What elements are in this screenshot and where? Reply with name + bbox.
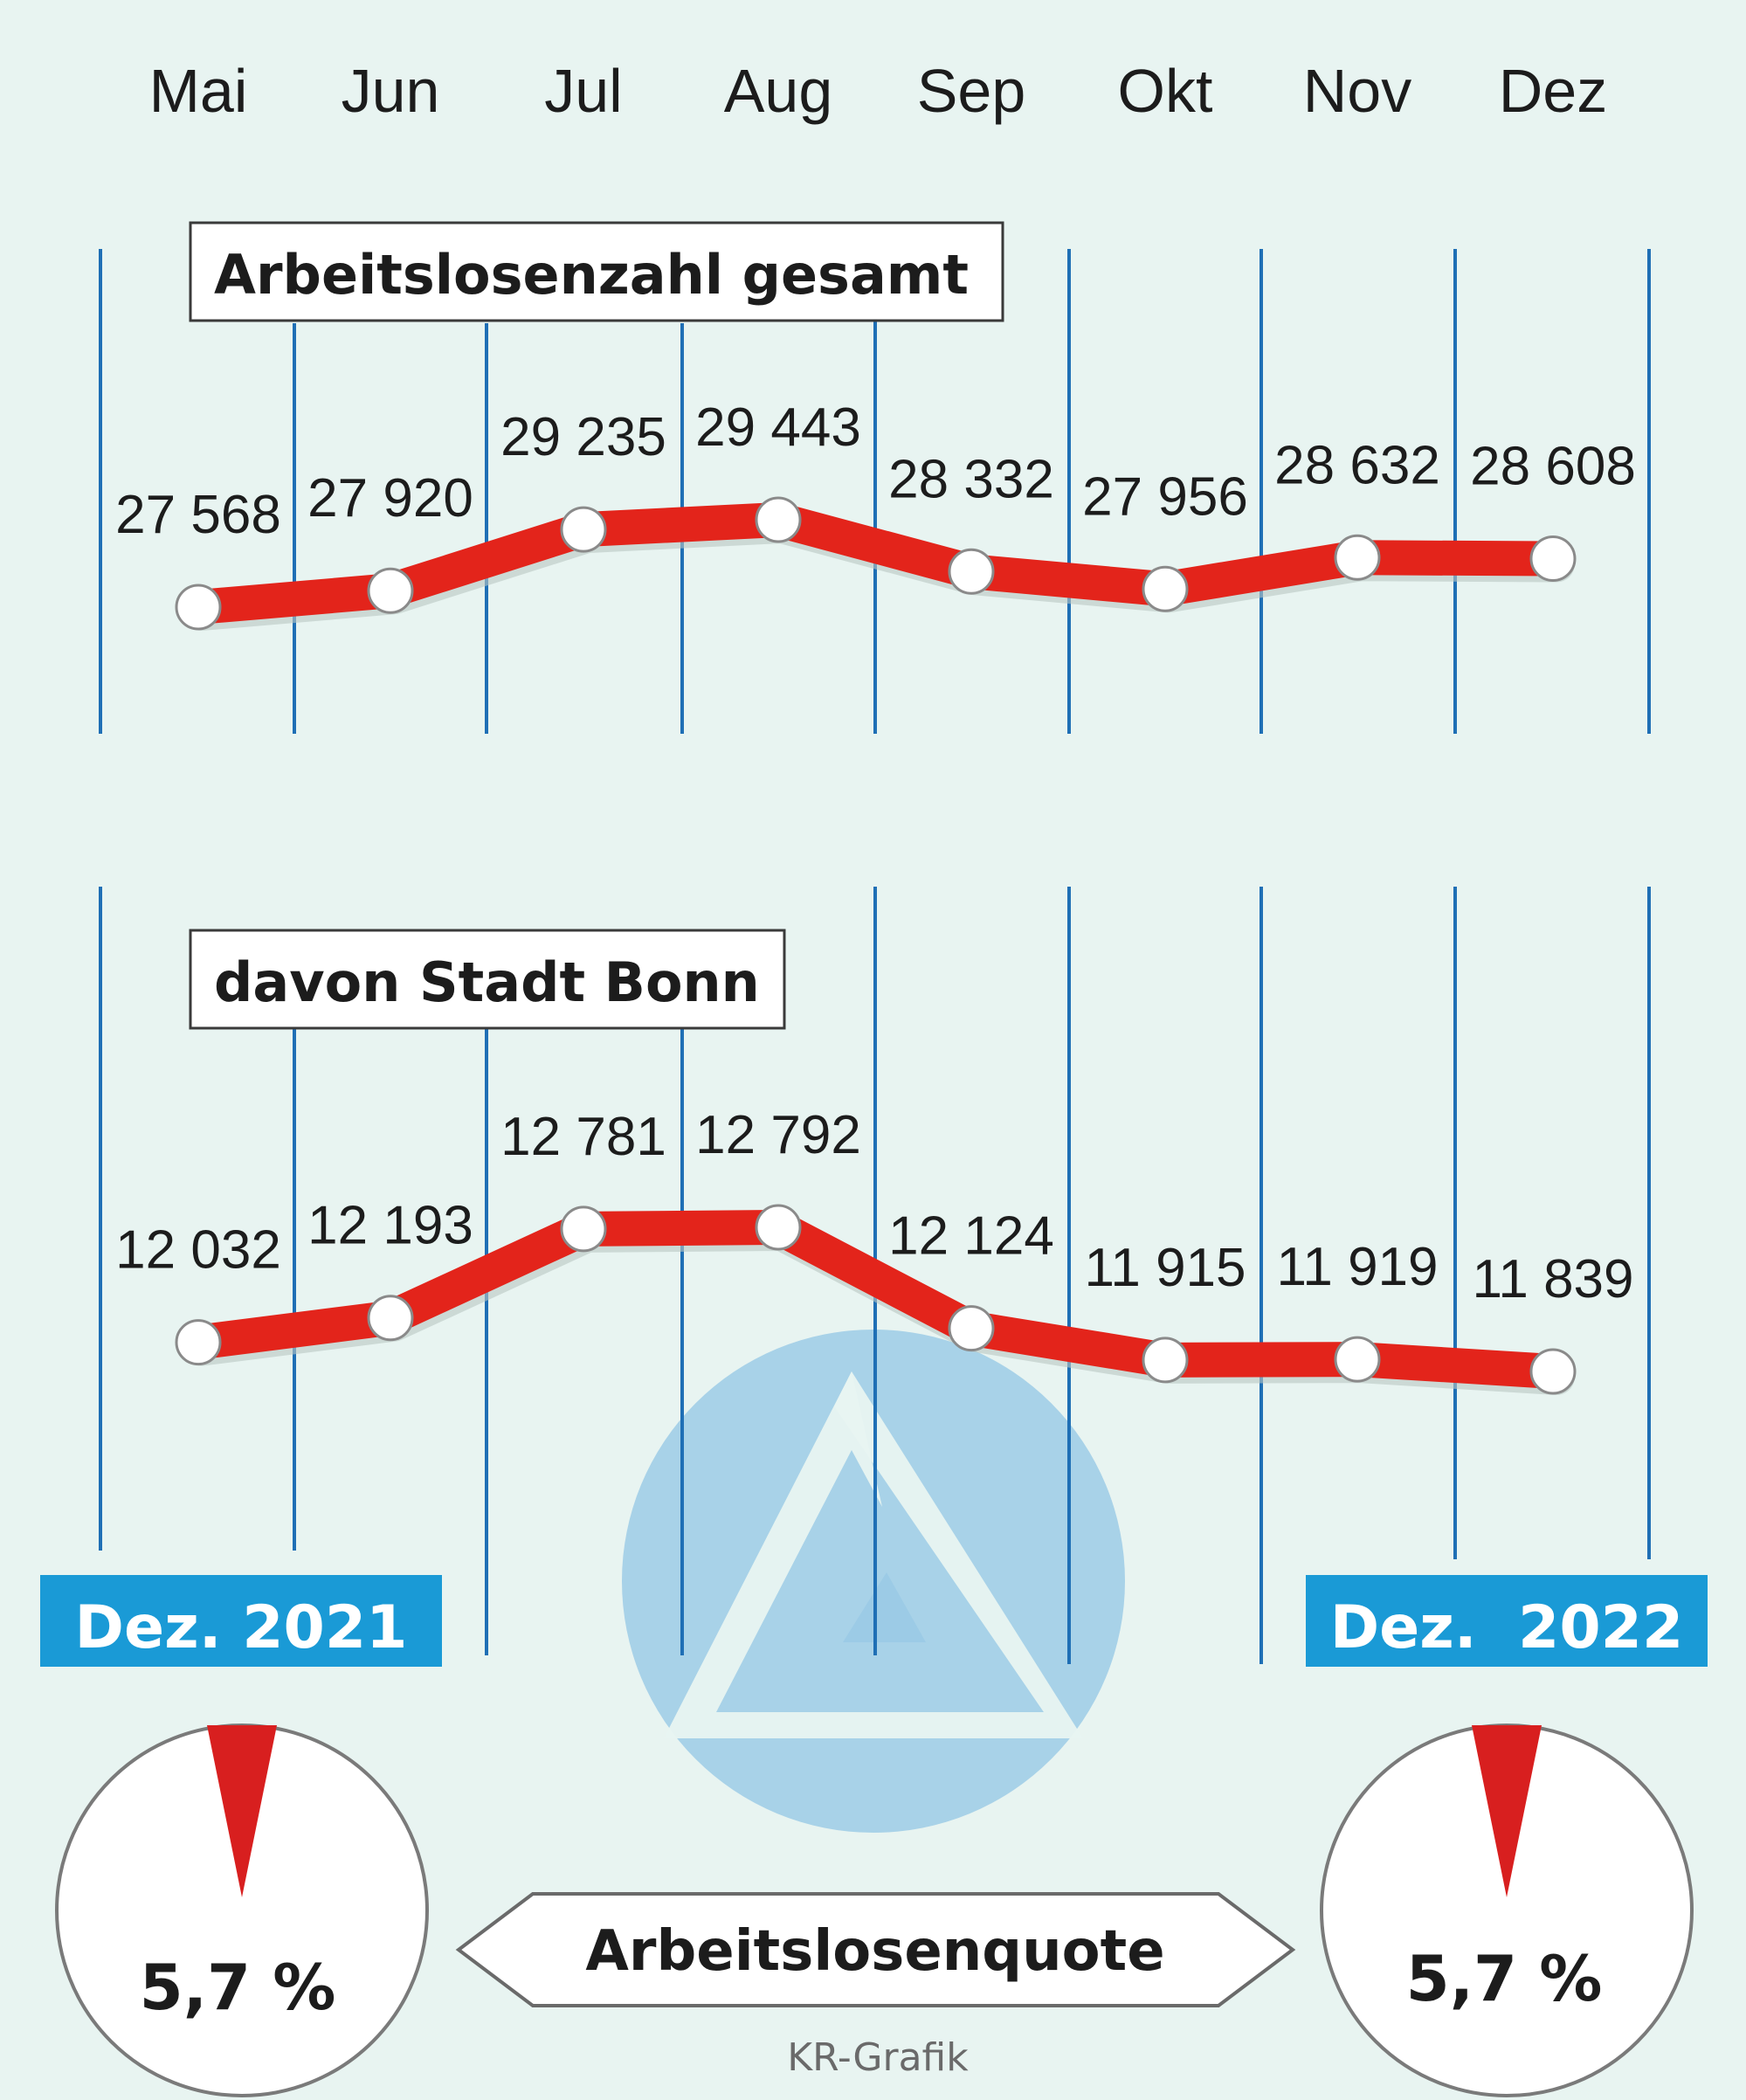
bonn-title-box: davon Stadt Bonn: [189, 929, 786, 1030]
data-point: [367, 1295, 414, 1342]
data-label: 12 792: [695, 1105, 861, 1165]
logo-triangle-inner: [834, 1371, 1083, 1738]
date-right: Dez. 2022: [1330, 1593, 1684, 1662]
data-point: [1529, 1348, 1577, 1395]
total-title: Arbeitslosenzahl gesamt: [214, 243, 969, 307]
data-label: 11 839: [1472, 1249, 1633, 1309]
data-label: 12 781: [500, 1107, 666, 1167]
data-point: [755, 1204, 802, 1251]
month-axis: Mai Jun Jul Aug Sep Okt Nov Dez: [149, 57, 1608, 125]
rate-gauge-right: 5,7 %: [1320, 1724, 1694, 2097]
series-line: [181, 502, 1570, 625]
rate-left-value: 5,7 %: [140, 1951, 336, 2024]
data-label: 11 919: [1276, 1237, 1438, 1297]
date-box-left: Dez. 2021: [40, 1575, 442, 1667]
rate-label: Arbeitslosenquote: [585, 1919, 1164, 1984]
data-point: [560, 506, 607, 553]
data-point: [1334, 1336, 1381, 1383]
data-label: 27 568: [115, 485, 281, 545]
bonn-series: 12 032 12 193 12 781 12 792 12 124 11 915 11 9…: [115, 1105, 1634, 1395]
gauge-left-needle: [207, 1725, 277, 1897]
data-point: [948, 1305, 995, 1352]
data-label: 27 920: [307, 468, 473, 528]
data-point: [755, 496, 802, 543]
month-label: Mai: [149, 57, 248, 125]
data-label: 28 608: [1470, 437, 1636, 497]
data-label: 12 193: [307, 1196, 473, 1256]
month-label: Sep: [917, 57, 1026, 125]
date-box-left-bg: [40, 1575, 442, 1667]
rate-right-value: 5,7 %: [1406, 1942, 1603, 2015]
graphic-credit: KR-Grafik: [787, 2035, 969, 2080]
data-point: [1142, 565, 1189, 612]
data-point: [175, 1319, 222, 1366]
month-label: Aug: [724, 57, 833, 125]
data-point: [948, 548, 995, 595]
month-label: Dez: [1499, 57, 1607, 125]
gauge-right-needle: [1472, 1725, 1542, 1897]
date-left: Dez. 2021: [75, 1593, 408, 1662]
total-series: 27 568 27 920 29 235 29 443 28 332 27 956 28 6…: [115, 397, 1636, 631]
data-point: [1334, 534, 1381, 581]
data-label: 29 235: [500, 407, 666, 467]
data-label: 27 956: [1082, 466, 1248, 527]
data-label: 28 632: [1274, 435, 1440, 495]
bonn-title-frame: [189, 929, 786, 1030]
date-box-right: Dez. 2022: [1306, 1575, 1708, 1667]
bonn-title: davon Stadt Bonn: [214, 950, 760, 1014]
rate-banner-shape: [455, 1892, 1296, 2007]
data-point: [1529, 535, 1577, 583]
total-title-frame: [189, 221, 1004, 322]
series-line: [181, 1210, 1570, 1389]
data-point: [367, 567, 414, 614]
data-point: [175, 584, 222, 631]
data-point: [1142, 1337, 1189, 1384]
total-title-box: Arbeitslosenzahl gesamt: [189, 221, 1004, 322]
rate-gauge-left: 5,7 %: [55, 1724, 429, 2097]
data-label: 28 332: [888, 449, 1054, 509]
month-label: Nov: [1303, 57, 1411, 125]
month-label: Jul: [544, 57, 622, 125]
data-label: 11 915: [1084, 1238, 1246, 1298]
data-label: 29 443: [695, 397, 861, 458]
logo-triangle: [664, 1371, 935, 1738]
month-label: Jun: [342, 57, 440, 125]
data-label: 12 124: [888, 1206, 1054, 1267]
logo-triangle-center: [843, 1572, 926, 1642]
month-label: Okt: [1118, 57, 1213, 125]
date-box-right-bg: [1306, 1575, 1708, 1667]
data-label: 12 032: [115, 1220, 281, 1281]
rate-banner: Arbeitslosenquote: [455, 1892, 1296, 2007]
data-point: [560, 1205, 607, 1253]
